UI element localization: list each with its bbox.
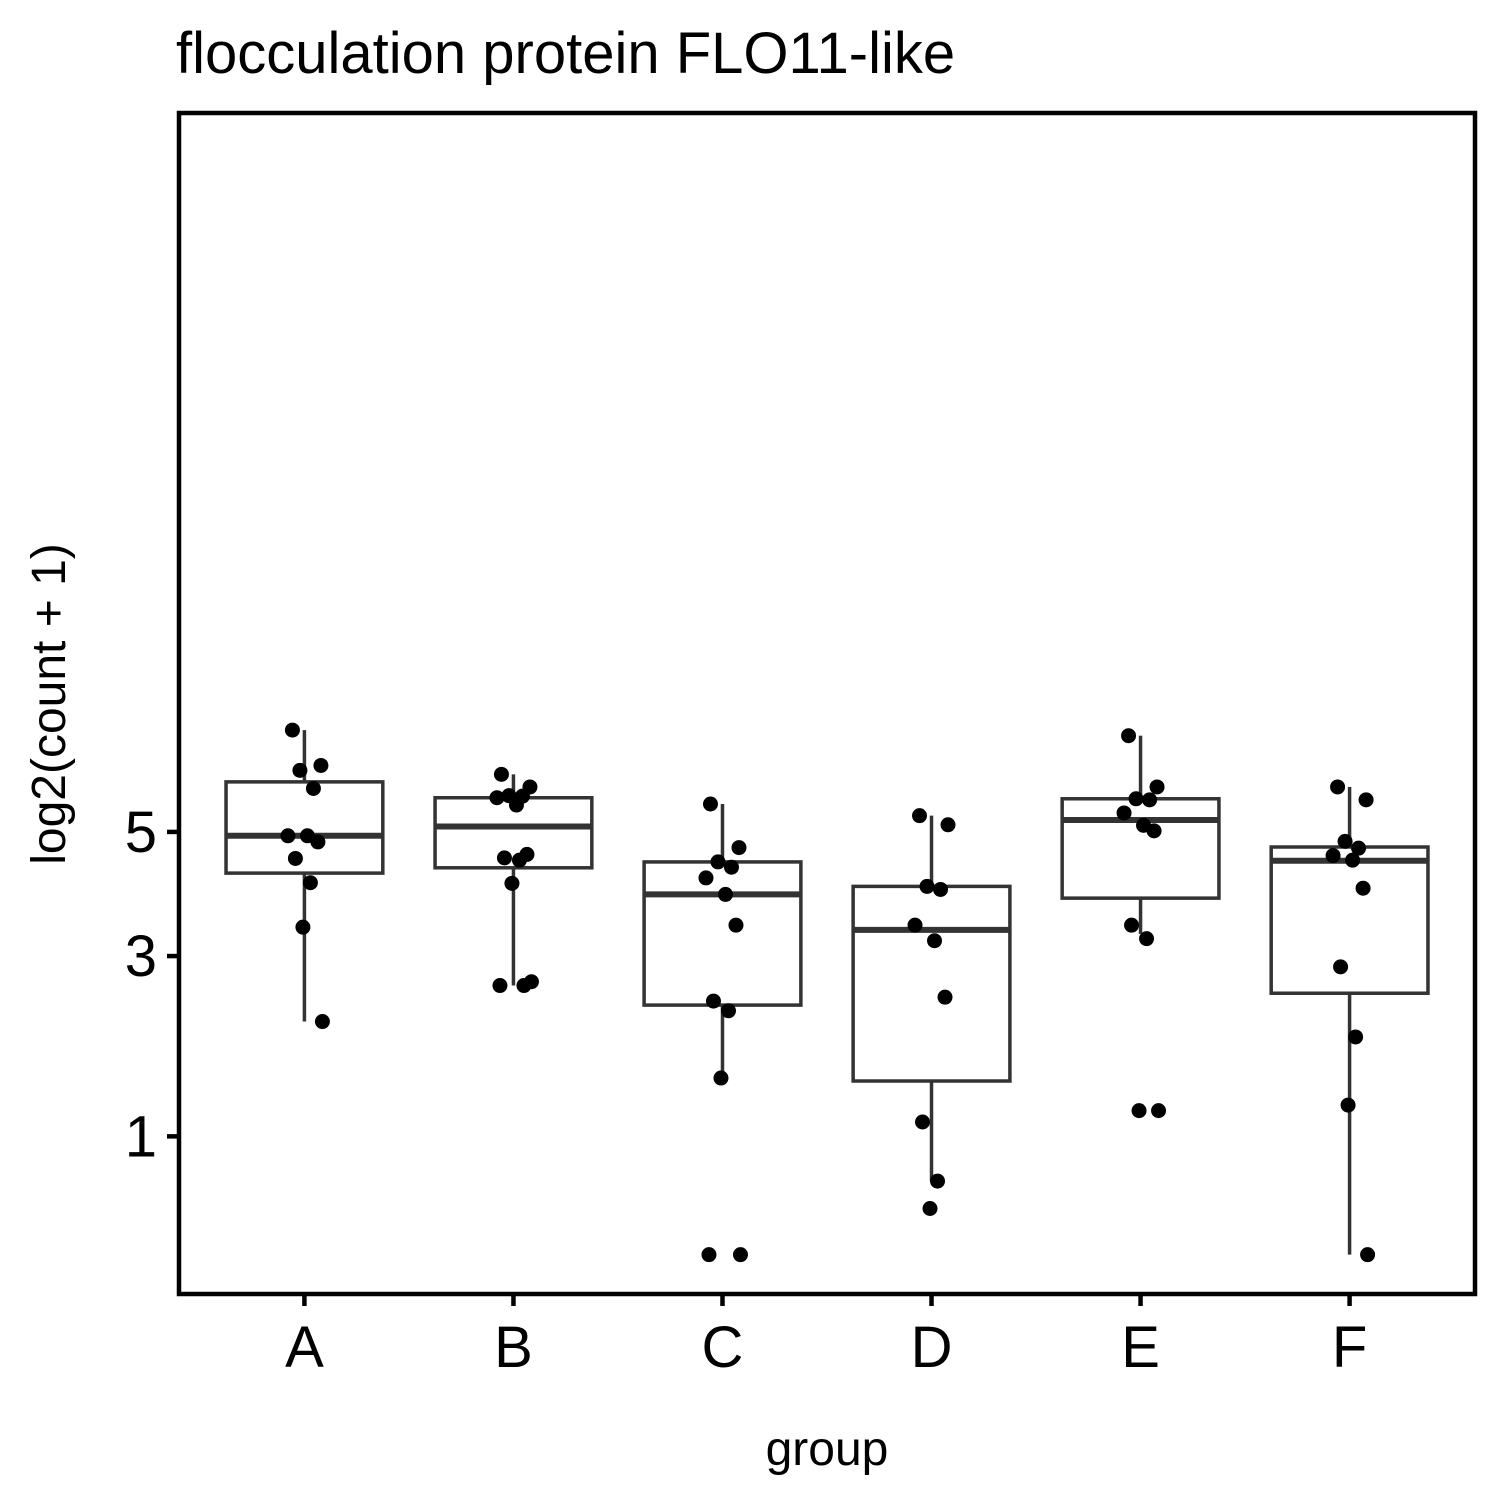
data-point-F (1345, 852, 1361, 868)
data-point-D (937, 989, 953, 1005)
x-tick-label: C (702, 1315, 744, 1380)
x-tick-label: E (1121, 1315, 1160, 1380)
x-axis-title: group (766, 1423, 889, 1476)
data-point-B (516, 978, 532, 994)
data-point-B (508, 797, 524, 813)
data-point-C (720, 1003, 736, 1019)
data-point-F (1351, 840, 1367, 856)
data-point-A (310, 834, 326, 850)
data-point-D (930, 1173, 946, 1189)
box-A (224, 730, 385, 1022)
data-point-F (1355, 880, 1371, 896)
data-point-C (710, 854, 726, 870)
plot-border (176, 110, 1478, 1297)
y-tick-label: 5 (125, 800, 157, 865)
chart-title: flocculation protein FLO11-like (176, 21, 955, 86)
data-point-B (496, 850, 512, 866)
data-point-C (705, 993, 721, 1009)
box-body (851, 884, 1012, 1083)
data-point-D (940, 817, 956, 833)
box-C (642, 803, 803, 1079)
data-point-E (1124, 917, 1140, 933)
y-axis-title: log2(count + 1) (23, 543, 76, 865)
plot-area (224, 722, 1430, 1263)
axes: 1 3 5 A B C D E F (125, 800, 1368, 1380)
data-point-E (1146, 823, 1162, 839)
data-point-A (295, 919, 311, 935)
data-point-D (927, 933, 943, 949)
data-point-F (1333, 959, 1349, 975)
data-point-E (1121, 728, 1137, 744)
box-body (642, 860, 803, 1007)
data-point-F (1348, 1029, 1364, 1045)
x-tick-label: A (285, 1315, 324, 1380)
data-point-E (1142, 792, 1158, 808)
box-body (1060, 797, 1221, 900)
data-point-E (1151, 1103, 1167, 1119)
data-point-A (305, 780, 321, 796)
data-point-E (1131, 1103, 1147, 1119)
data-point-C (698, 870, 714, 886)
data-point-D (933, 881, 949, 897)
data-point-D (915, 1114, 931, 1130)
data-point-B (492, 978, 508, 994)
data-point-C (701, 1247, 717, 1263)
data-point-A (292, 762, 308, 778)
data-point-E (1116, 805, 1132, 821)
x-tick-label: B (494, 1315, 533, 1380)
data-point-B (504, 875, 520, 891)
x-tick-label: F (1332, 1315, 1367, 1380)
data-point-F (1337, 833, 1353, 849)
data-point-E (1139, 931, 1155, 947)
data-point-B (493, 766, 509, 782)
data-point-B (489, 790, 505, 806)
data-point-E (1128, 791, 1144, 807)
data-point-C (717, 886, 733, 902)
y-tick-label: 1 (125, 1104, 157, 1169)
data-point-A (302, 875, 318, 891)
data-point-F (1360, 1247, 1376, 1263)
data-point-D (907, 917, 923, 933)
data-point-A (280, 828, 296, 844)
data-point-C (732, 1247, 748, 1263)
data-point-F (1358, 792, 1374, 808)
data-point-C (713, 1070, 729, 1086)
data-point-F (1325, 848, 1341, 864)
data-point-B (511, 852, 527, 868)
x-tick-label: D (911, 1315, 953, 1380)
data-point-D (912, 808, 928, 824)
data-point-A (313, 757, 329, 773)
data-point-A (284, 722, 300, 738)
data-point-C (728, 917, 744, 933)
box-D (851, 815, 1012, 1182)
data-point-D (922, 1201, 938, 1217)
data-point-E (1149, 779, 1165, 795)
data-point-A (314, 1014, 330, 1030)
data-point-C (723, 859, 739, 875)
box-body (1269, 845, 1430, 995)
data-point-C (731, 840, 747, 856)
box-body (224, 780, 385, 875)
box-E (1060, 735, 1221, 934)
data-point-C (702, 796, 718, 812)
data-point-F (1340, 1097, 1356, 1113)
data-point-D (919, 878, 935, 894)
y-tick-label: 3 (125, 924, 157, 989)
data-point-A (287, 850, 303, 866)
data-point-F (1330, 779, 1346, 795)
